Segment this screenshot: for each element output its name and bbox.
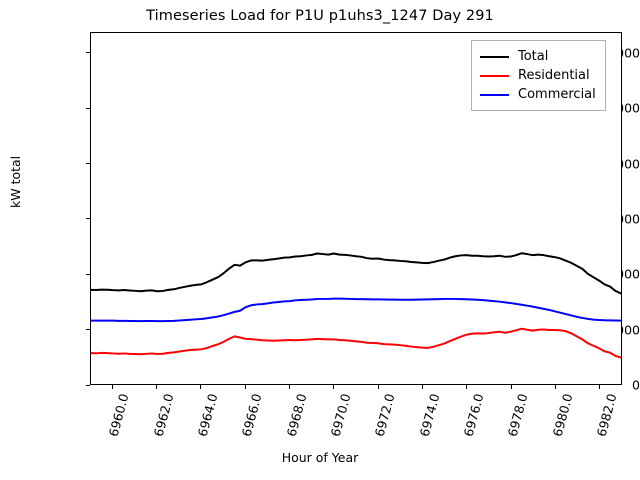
legend-item[interactable]: Residential (480, 66, 596, 85)
legend-label: Total (518, 49, 549, 64)
x-axis-tick-label: 6978.0 (504, 392, 531, 439)
x-axis-tick-label: 6962.0 (150, 392, 176, 439)
x-axis-tick-mark (466, 385, 468, 389)
x-axis-tick-mark (200, 385, 202, 389)
legend-label: Commercial (518, 87, 596, 102)
x-axis-tick-mark (156, 385, 158, 389)
x-axis-tick-label: 6970.0 (327, 392, 354, 439)
x-axis-tick-label: 6974.0 (416, 392, 442, 439)
x-axis-tick-mark (111, 385, 113, 389)
x-axis-tick-label: 6972.0 (371, 392, 398, 439)
x-axis-tick-label: 6968.0 (283, 392, 309, 439)
x-axis-label: Hour of Year (281, 450, 359, 465)
x-axis-tick-mark (289, 385, 291, 389)
x-axis-tick-label: 6964.0 (194, 392, 221, 439)
x-axis-tick-mark (599, 385, 601, 389)
x-axis-tick-mark (244, 385, 246, 389)
y-axis-tick-mark (86, 329, 90, 331)
x-axis-tick-label: 6960.0 (105, 392, 132, 439)
x-axis-tick-label: 6982.0 (593, 392, 620, 439)
chart-legend: Total Residential Commercial (471, 40, 606, 111)
y-axis-tick-mark (86, 384, 90, 386)
x-axis-tick-mark (510, 385, 512, 389)
legend-item[interactable]: Commercial (480, 85, 596, 104)
x-axis-tick-label: 6976.0 (460, 392, 487, 439)
x-axis-tick-mark (422, 385, 424, 389)
y-axis-label: kW total (8, 155, 23, 208)
x-axis-tick-label: 6980.0 (549, 392, 575, 439)
y-axis-tick-label: 0 (632, 377, 640, 393)
y-axis-tick-mark (86, 218, 90, 220)
legend-line-icon (480, 93, 509, 96)
plot-lines (91, 252, 621, 359)
line-series-residential (91, 327, 621, 359)
y-axis-tick-mark (86, 163, 90, 165)
chart-title: Timeseries Load for P1U p1uhs3_1247 Day … (146, 8, 494, 24)
x-axis-tick-label: 6966.0 (238, 392, 265, 439)
y-axis-tick-mark (86, 52, 90, 54)
line-series-commercial (91, 297, 621, 323)
legend-line-icon (480, 74, 509, 77)
legend-item[interactable]: Total (480, 47, 596, 66)
x-axis-tick-mark (555, 385, 557, 389)
line-series-total (91, 252, 621, 295)
y-axis-tick-mark (86, 273, 90, 275)
x-axis-tick-mark (333, 385, 335, 389)
legend-line-icon (480, 55, 509, 58)
y-axis-tick-mark (86, 107, 90, 109)
legend-label: Residential (518, 68, 590, 83)
x-axis-tick-mark (377, 385, 379, 389)
